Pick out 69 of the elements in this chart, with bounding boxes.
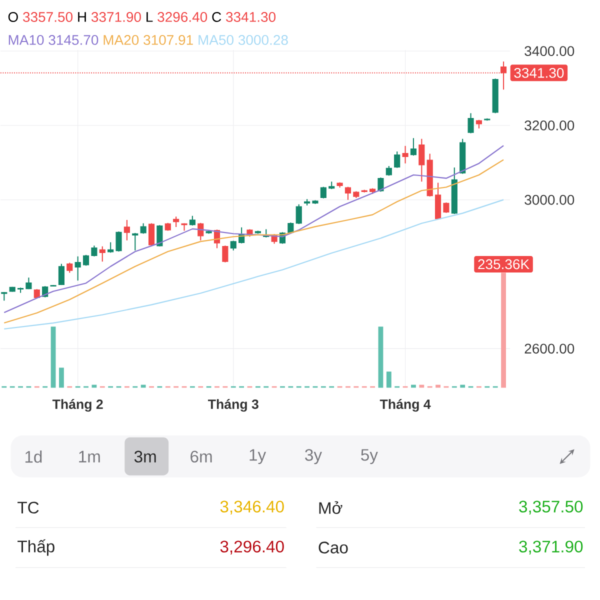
- text: 5y: [361, 449, 378, 464]
- text: 3357.50: [23, 12, 73, 22]
- text: C: [212, 12, 222, 22]
- text: MA10: [8, 35, 44, 46]
- text: 3m: [134, 450, 156, 463]
- candlestick: [418, 138, 425, 182]
- candlestick: [66, 262, 73, 274]
- candlestick: [148, 222, 155, 247]
- text: Mở: [319, 501, 342, 514]
- bar: [59, 368, 64, 388]
- y-tick-label: 3200.00: [524, 120, 574, 131]
- text: 6m: [190, 450, 212, 463]
- bar: [501, 273, 506, 388]
- text: 1y: [250, 449, 266, 464]
- candlestick: [116, 231, 122, 252]
- candlestick: [189, 216, 196, 226]
- text: MA50: [198, 35, 234, 46]
- candlestick: [58, 264, 64, 286]
- candlestick: [91, 245, 98, 258]
- candlestick: [344, 186, 352, 201]
- candlestick: [320, 186, 326, 200]
- candlestick: [124, 220, 130, 242]
- candlestick: [99, 246, 106, 262]
- text: 3,357.50: [519, 500, 583, 515]
- candlestick: [394, 151, 400, 169]
- text: 1m: [79, 451, 100, 463]
- text: 3107.91: [144, 35, 193, 46]
- text: O: [8, 12, 18, 22]
- text: 3y: [305, 449, 322, 464]
- bar: [378, 326, 384, 388]
- bar: [50, 326, 56, 388]
- candlestick: [132, 232, 138, 252]
- y-tick-label: 3400.00: [524, 46, 574, 56]
- text: 3371.90: [91, 12, 141, 22]
- text: 3296.40: [158, 12, 208, 22]
- text: 3,346.40: [220, 500, 284, 515]
- bar: [386, 372, 392, 388]
- candlestick: [443, 202, 450, 214]
- text: 1d: [25, 450, 42, 463]
- candlestick: [181, 222, 188, 232]
- text: 3145.70: [48, 35, 98, 46]
- text: 3,371.90: [519, 540, 583, 555]
- text: Cao: [318, 542, 348, 554]
- y-tick-label: 2600.00: [524, 344, 574, 354]
- x-tick-label: Tháng 2: [52, 399, 103, 412]
- text: 3000.28: [238, 35, 288, 46]
- candlestick: [434, 182, 442, 220]
- candlestick: [74, 256, 81, 282]
- text: 3341.30: [226, 12, 276, 22]
- text: H: [78, 12, 86, 22]
- candlestick: [296, 204, 302, 225]
- candlestick: [156, 224, 163, 248]
- x-tick-label: Tháng 4: [380, 399, 431, 412]
- candlestick: [222, 245, 228, 264]
- candlestick: [173, 216, 180, 228]
- text: 3,296.40: [220, 540, 284, 555]
- text: MA20: [104, 35, 139, 46]
- text: Thấp: [18, 540, 54, 556]
- candlestick: [230, 240, 236, 252]
- text: TC: [18, 502, 39, 514]
- text: L: [146, 12, 153, 22]
- x-tick-label: Tháng 3: [208, 399, 258, 412]
- candlestick: [198, 222, 204, 242]
- y-tick-label: 3000.00: [524, 195, 574, 206]
- data-label: 235.36K: [478, 260, 530, 270]
- candlestick: [402, 146, 408, 164]
- candlestick: [468, 112, 474, 134]
- candlestick: [410, 138, 417, 156]
- ref-line-label: 3341.30: [514, 68, 564, 78]
